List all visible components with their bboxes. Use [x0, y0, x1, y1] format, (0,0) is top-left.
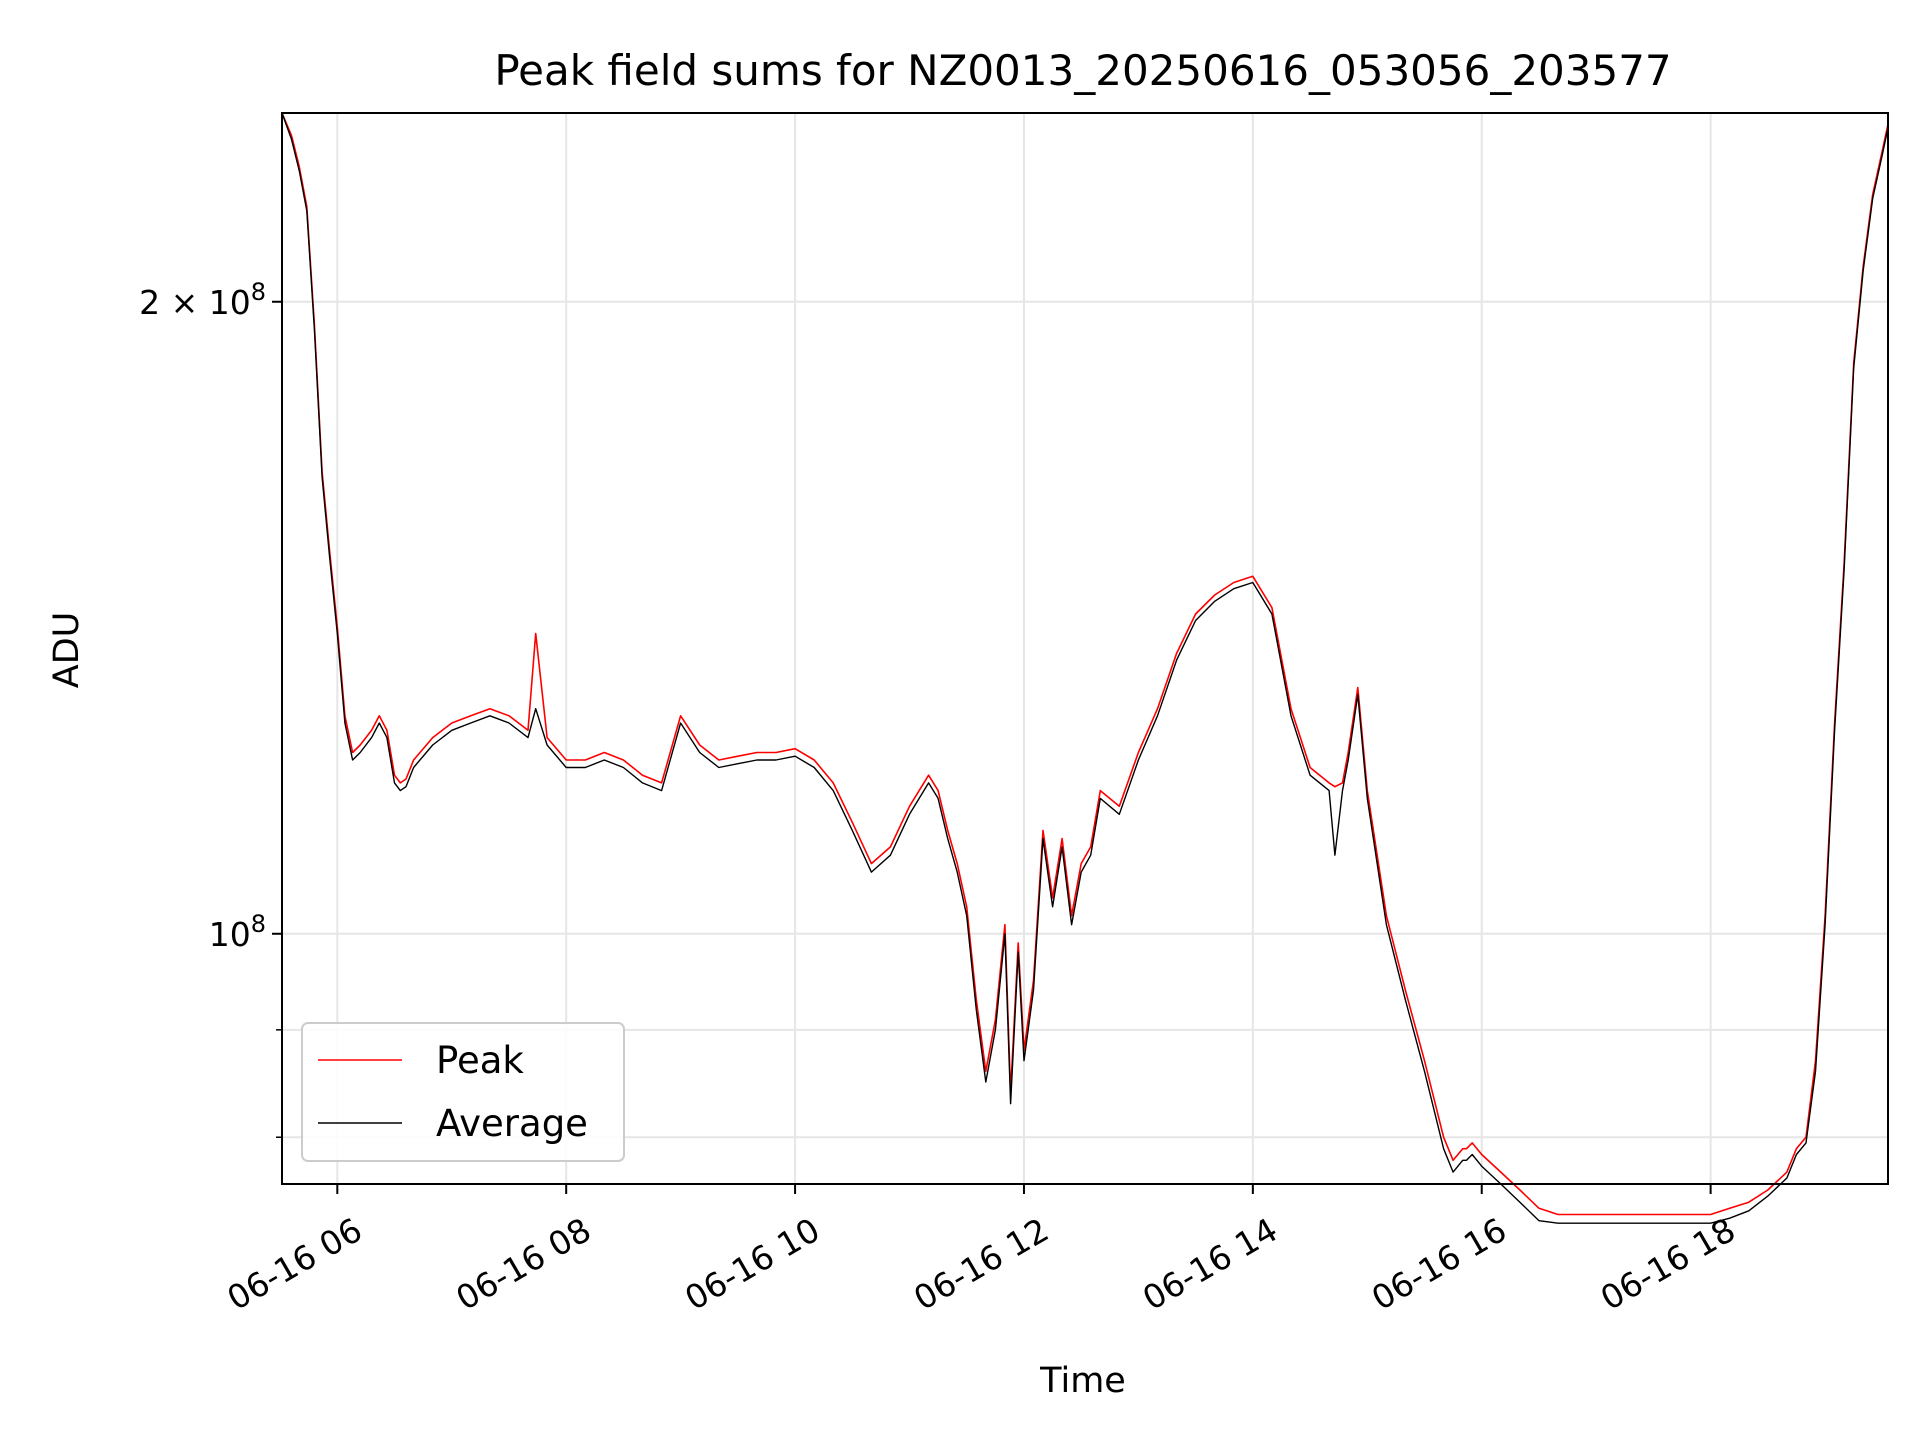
chart-title: Peak field sums for NZ0013_20250616_0530…: [494, 46, 1671, 95]
legend-label-average: Average: [436, 1102, 588, 1145]
ticks: [272, 300, 1712, 1194]
y-tick-label: 2 × 108: [139, 278, 266, 322]
legend-label-peak: Peak: [436, 1039, 524, 1082]
plot-frame: [281, 112, 1889, 1185]
legend: Peak Average: [301, 1022, 625, 1162]
series-line-average: [281, 112, 1889, 1224]
series-line-peak: [281, 112, 1889, 1216]
series-layer: [281, 112, 1889, 1224]
y-axis-label: ADU: [47, 612, 87, 689]
legend-box: [301, 1022, 625, 1162]
x-axis-label: Time: [1039, 1361, 1126, 1401]
